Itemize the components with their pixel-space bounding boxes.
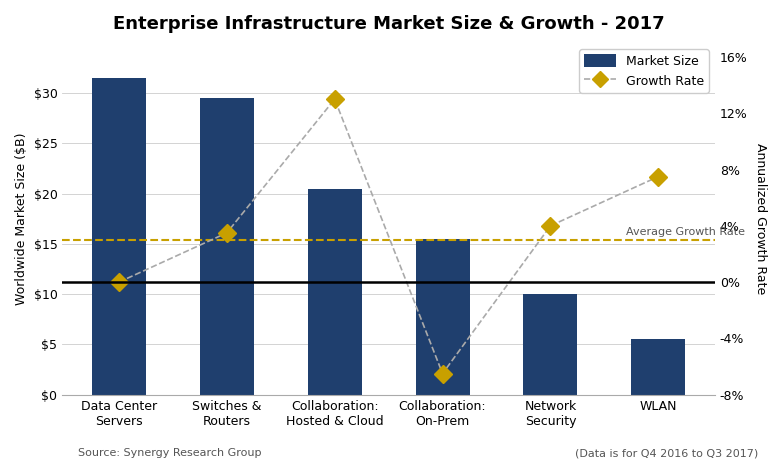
Bar: [523, 294, 577, 395]
Bar: [415, 239, 469, 395]
Y-axis label: Annualized Growth Rate: Annualized Growth Rate: [754, 143, 767, 295]
Text: (Data is for Q4 2016 to Q3 2017): (Data is for Q4 2016 to Q3 2017): [576, 449, 759, 458]
Text: Source: Synergy Research Group: Source: Synergy Research Group: [78, 449, 262, 458]
Bar: [631, 339, 685, 395]
Title: Enterprise Infrastructure Market Size & Growth - 2017: Enterprise Infrastructure Market Size & …: [113, 15, 665, 33]
Legend: Market Size, Growth Rate: Market Size, Growth Rate: [579, 49, 708, 93]
Bar: [92, 78, 146, 395]
Bar: [200, 98, 254, 395]
Text: Average Growth Rate: Average Growth Rate: [626, 227, 745, 237]
Bar: [307, 189, 361, 395]
Y-axis label: Worldwide Market Size ($B): Worldwide Market Size ($B): [15, 133, 28, 305]
